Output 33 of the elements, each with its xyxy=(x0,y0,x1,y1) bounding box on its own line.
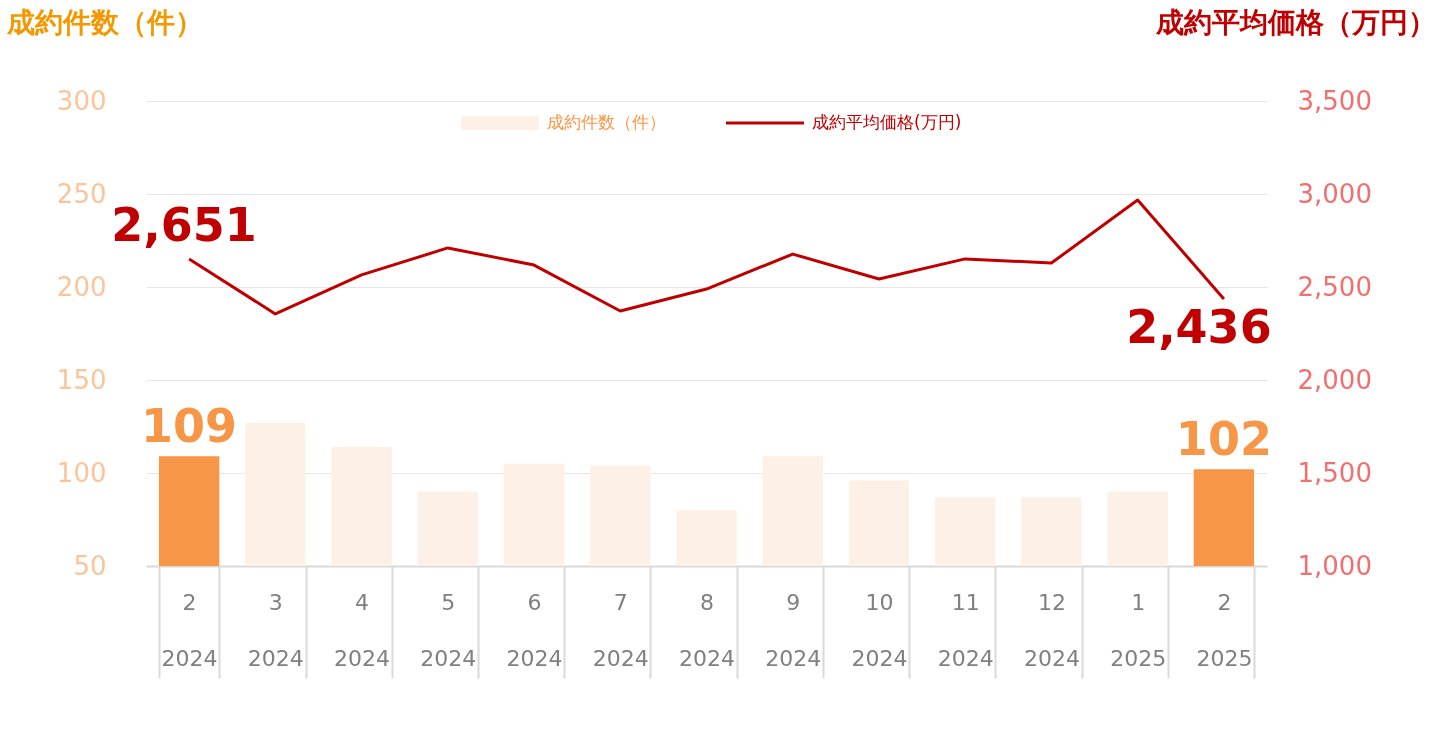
category-label: 1 2025 xyxy=(1110,589,1167,671)
y-tick-label: 150 xyxy=(56,364,107,395)
y2-tick-label: 3,500 xyxy=(1297,85,1372,116)
category-label: 2 2024 xyxy=(161,589,218,671)
y2-tick-label: 2,500 xyxy=(1297,271,1372,302)
y-tick-label: 250 xyxy=(56,178,107,209)
category-label: 7 2024 xyxy=(592,589,649,671)
category-label: 12 2024 xyxy=(1023,589,1080,671)
legend-label: 成約平均価格(万円) xyxy=(812,112,962,132)
y-tick-label: 200 xyxy=(56,271,107,302)
category-label: 9 2024 xyxy=(765,589,822,671)
category-label: 8 2024 xyxy=(679,589,735,671)
data-label: 109 xyxy=(141,399,238,454)
y2-tick-label: 2,000 xyxy=(1297,364,1372,395)
y-tick-label: 50 xyxy=(73,550,107,581)
category-label: 3 2024 xyxy=(247,589,304,671)
category-label: 5 2024 xyxy=(420,589,477,671)
legend-label: 成約件数（件） xyxy=(547,112,666,132)
category-label: 6 2024 xyxy=(506,589,563,671)
category-label: 2 2025 xyxy=(1196,589,1253,671)
data-label: 2,436 xyxy=(1126,299,1272,354)
y2-tick-label: 1,500 xyxy=(1297,457,1372,488)
data-label: 102 xyxy=(1175,412,1272,467)
y-axis-title: 成約件数（件） xyxy=(5,5,203,39)
y2-tick-label: 1,000 xyxy=(1297,550,1372,581)
y2-axis-title: 成約平均価格（万円） xyxy=(1154,5,1436,39)
y2-tick-label: 3,000 xyxy=(1297,178,1372,209)
data-label: 2,651 xyxy=(111,197,257,252)
y-tick-label: 300 xyxy=(56,85,107,116)
category-label: 4 2024 xyxy=(334,589,391,671)
category-label: 10 2024 xyxy=(851,589,908,671)
y-tick-label: 100 xyxy=(56,457,107,488)
category-label: 11 2024 xyxy=(937,589,994,671)
